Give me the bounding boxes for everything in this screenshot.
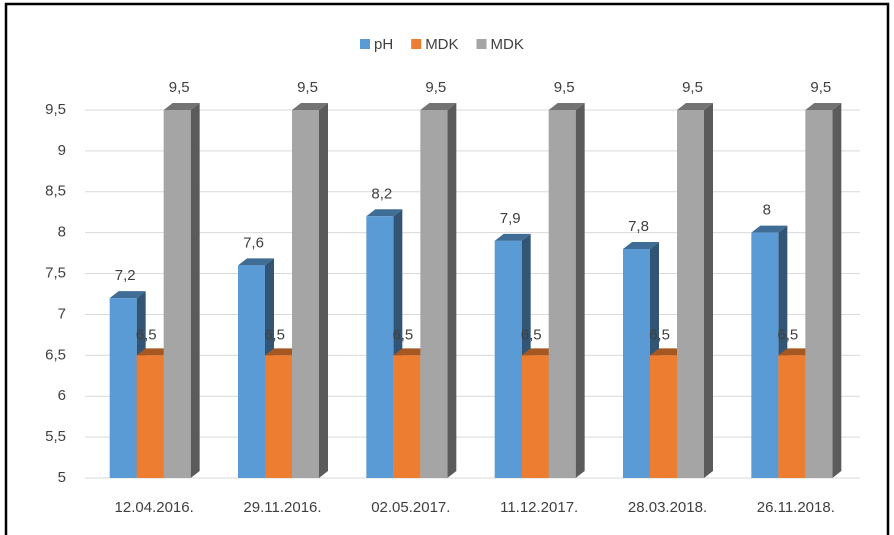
bar [292,110,319,478]
y-tick-label: 9,5 [45,101,66,118]
bar-3d [805,103,842,478]
bar-top [238,258,274,266]
y-tick-label: 5,5 [45,428,66,445]
bar [109,298,137,478]
y-tick-label: 8,5 [45,183,66,200]
bar [238,265,265,478]
data-label: 7,6 [243,234,264,251]
bar-top [677,103,713,110]
bar [650,355,677,478]
bar-side [575,103,585,478]
data-label: 6,5 [521,326,542,343]
y-tick-label: 6,5 [45,346,66,363]
bar-side [319,103,328,478]
bar [805,110,833,478]
bar [494,240,522,478]
x-tick-label: 02.05.2017. [371,499,450,516]
bar-3d [548,103,585,478]
bar-top [420,103,457,110]
bar-side [190,103,200,478]
data-label: 6,5 [777,326,798,343]
data-label: 6,5 [136,326,157,343]
bar [393,355,421,478]
y-tick-label: 8 [58,224,66,241]
data-label: 8 [763,202,771,219]
bar [420,110,448,478]
bar-top [163,103,200,110]
legend-swatch [411,39,422,49]
bar-3d [292,103,328,478]
bar-3d [163,103,200,478]
data-label: 6,5 [649,326,670,343]
data-label: 9,5 [169,79,190,96]
data-label: 7,8 [628,218,649,235]
data-label: 8,2 [371,185,392,202]
bar [677,110,704,478]
legend-label: MDK [491,36,524,53]
data-label: 9,5 [297,79,318,96]
bar [548,110,576,478]
y-tick-label: 5 [58,469,66,486]
data-label: 7,2 [115,267,136,284]
data-label: 9,5 [554,79,575,96]
bar-side [832,103,842,478]
legend-swatch [360,39,370,49]
chart-border [4,2,890,535]
y-tick-label: 6 [58,387,66,404]
bar-side [447,103,457,478]
x-tick-label: 12.04.2016. [115,499,194,516]
bar-top [623,242,659,250]
data-label: 9,5 [810,79,831,96]
x-tick-label: 28.03.2018. [628,499,707,516]
bar-top [494,233,531,241]
bar-top [366,209,403,217]
bar [136,355,164,478]
bar-top [109,291,146,299]
legend-label: pH [374,36,393,53]
x-tick-label: 26.11.2018. [757,499,835,516]
data-label: 9,5 [425,79,446,96]
bar [778,355,806,478]
bar [521,355,549,478]
bar-top [548,103,585,110]
bar-top [751,225,788,233]
data-label: 6,5 [392,326,413,343]
bar [623,249,650,478]
bar [163,110,191,478]
y-tick-label: 7 [58,305,66,322]
bar-top [805,103,842,110]
bar-side [704,103,713,478]
x-tick-label: 11.12.2017. [500,499,578,516]
bar-3d [650,348,686,478]
bar-3d [623,242,659,478]
legend-swatch [476,39,487,49]
bar [366,216,394,479]
x-tick-label: 29.11.2016. [243,499,321,516]
y-tick-label: 9 [58,142,66,159]
data-label: 7,9 [500,210,521,227]
y-tick-label: 7,5 [45,265,66,282]
data-label: 9,5 [682,79,703,96]
data-label: 6,5 [264,326,285,343]
bar [751,232,779,478]
bar-3d [420,103,457,478]
legend-label: MDK [425,36,458,53]
bar-top [292,103,328,110]
bar [265,355,292,478]
bar-3d [677,103,713,478]
